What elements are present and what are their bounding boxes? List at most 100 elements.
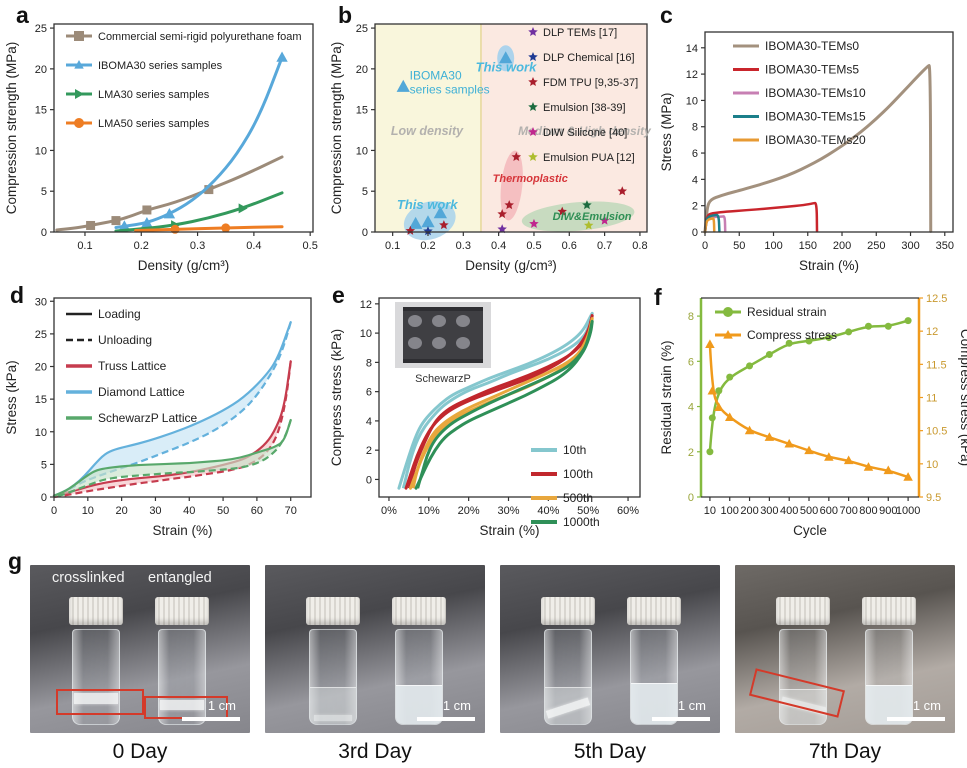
- vial-cap: [69, 597, 123, 625]
- svg-text:0.4: 0.4: [246, 240, 261, 252]
- scale-bar: [652, 717, 710, 721]
- photo-row: crosslinked entangled 1 cm: [0, 545, 967, 768]
- svg-text:IBOMA30-TEMs20: IBOMA30-TEMs20: [765, 133, 866, 147]
- scale-bar: [182, 717, 240, 721]
- svg-text:Density (g/cm³): Density (g/cm³): [465, 258, 557, 273]
- svg-text:Strain (%): Strain (%): [799, 258, 859, 273]
- svg-text:50: 50: [217, 505, 229, 517]
- svg-text:10: 10: [356, 145, 368, 157]
- svg-text:Compress stress: Compress stress: [747, 328, 837, 342]
- svg-text:10: 10: [35, 427, 47, 439]
- svg-text:600: 600: [820, 505, 838, 517]
- svg-text:IBOMA30-TEMs10: IBOMA30-TEMs10: [765, 86, 866, 100]
- photo-caption: 0 Day: [112, 740, 168, 763]
- svg-text:Cycle: Cycle: [793, 523, 827, 538]
- svg-text:30%: 30%: [497, 505, 519, 517]
- svg-text:IBOMA30-TEMs0: IBOMA30-TEMs0: [765, 39, 859, 53]
- svg-text:800: 800: [859, 505, 877, 517]
- svg-text:50%: 50%: [577, 505, 599, 517]
- svg-text:0: 0: [51, 505, 57, 517]
- svg-text:Stress (kPa): Stress (kPa): [4, 360, 19, 434]
- chart-stress-strain-tems: 0 50 100 150 200 250 300 350 0 2 4 6 8 10 12 14 Strain (…: [659, 31, 954, 273]
- vial-entangled: [150, 597, 214, 725]
- svg-text:8: 8: [688, 311, 694, 323]
- svg-text:40: 40: [183, 505, 195, 517]
- svg-text:0: 0: [688, 492, 694, 504]
- vial-body: [630, 629, 678, 725]
- vial-body: [779, 629, 827, 725]
- panel-letter-d: d: [10, 282, 25, 308]
- vial-cap: [306, 597, 360, 625]
- svg-text:25: 25: [35, 23, 47, 35]
- svg-text:4: 4: [688, 402, 694, 414]
- svg-text:Medium & High density: Medium & High density: [518, 124, 652, 138]
- svg-text:SchewarzP: SchewarzP: [415, 373, 471, 385]
- svg-text:1000: 1000: [896, 505, 920, 517]
- photo-5th-day: 1 cm 5th Day: [500, 565, 720, 768]
- svg-text:0.7: 0.7: [597, 240, 612, 252]
- panel-letter-g: g: [8, 548, 23, 574]
- svg-text:0: 0: [702, 240, 708, 252]
- svg-text:350: 350: [936, 240, 954, 252]
- svg-text:Residual strain (%): Residual strain (%): [659, 340, 674, 454]
- vial-body: [544, 629, 592, 725]
- svg-text:40%: 40%: [537, 505, 559, 517]
- svg-text:Unloading: Unloading: [98, 333, 152, 347]
- svg-text:2: 2: [366, 445, 372, 457]
- polymer-strip: [160, 700, 204, 710]
- svg-text:Loading: Loading: [98, 307, 141, 321]
- svg-text:20: 20: [356, 64, 368, 76]
- scale-bar-label: 1 cm: [207, 698, 236, 713]
- svg-text:10: 10: [704, 505, 716, 517]
- svg-text:400: 400: [780, 505, 798, 517]
- svg-text:0: 0: [692, 227, 698, 239]
- svg-text:Residual strain: Residual strain: [747, 305, 826, 319]
- svg-text:15: 15: [35, 105, 47, 117]
- svg-text:4: 4: [366, 416, 372, 428]
- svg-text:9.5: 9.5: [926, 492, 941, 504]
- svg-text:11: 11: [926, 393, 937, 405]
- svg-text:10.5: 10.5: [926, 426, 947, 438]
- svg-text:0: 0: [366, 474, 372, 486]
- svg-text:50: 50: [733, 240, 745, 252]
- svg-text:12: 12: [360, 299, 372, 311]
- svg-text:900: 900: [879, 505, 897, 517]
- svg-text:0.1: 0.1: [385, 240, 400, 252]
- svg-text:IBOMA30-TEMs5: IBOMA30-TEMs5: [765, 63, 859, 77]
- svg-text:Low density: Low density: [391, 124, 464, 138]
- photo-caption: 5th Day: [573, 740, 647, 763]
- svg-text:SchewarzP Lattice: SchewarzP Lattice: [98, 411, 197, 425]
- svg-text:10: 10: [82, 505, 94, 517]
- svg-text:30: 30: [149, 505, 161, 517]
- svg-text:6: 6: [688, 356, 694, 368]
- svg-text:Stress (MPa): Stress (MPa): [659, 93, 674, 172]
- svg-text:DIW Silicone [40]: DIW Silicone [40]: [543, 127, 627, 139]
- svg-text:series samples: series samples: [410, 82, 490, 96]
- svg-text:5: 5: [41, 186, 47, 198]
- svg-text:500th: 500th: [563, 491, 593, 505]
- svg-text:12: 12: [926, 326, 938, 338]
- vial-cap: [392, 597, 446, 625]
- svg-text:0: 0: [362, 227, 368, 239]
- vial-crosslinked: [301, 597, 365, 725]
- svg-text:250: 250: [867, 240, 885, 252]
- svg-text:700: 700: [839, 505, 857, 517]
- panel-letter-c: c: [660, 2, 673, 28]
- vial-cap: [541, 597, 595, 625]
- svg-text:60: 60: [251, 505, 263, 517]
- svg-text:70: 70: [285, 505, 297, 517]
- clear-solution: [310, 687, 356, 724]
- svg-text:25: 25: [35, 329, 47, 341]
- vial-cap: [776, 597, 830, 625]
- svg-text:1000th: 1000th: [563, 515, 600, 529]
- svg-text:500: 500: [800, 505, 818, 517]
- svg-text:30: 30: [35, 296, 47, 308]
- svg-text:300: 300: [760, 505, 778, 517]
- svg-text:5: 5: [41, 459, 47, 471]
- scale-bar: [887, 717, 945, 721]
- svg-text:12.5: 12.5: [926, 293, 947, 305]
- svg-text:0.3: 0.3: [456, 240, 471, 252]
- svg-text:100: 100: [721, 505, 739, 517]
- vial-crosslinked: [771, 597, 835, 725]
